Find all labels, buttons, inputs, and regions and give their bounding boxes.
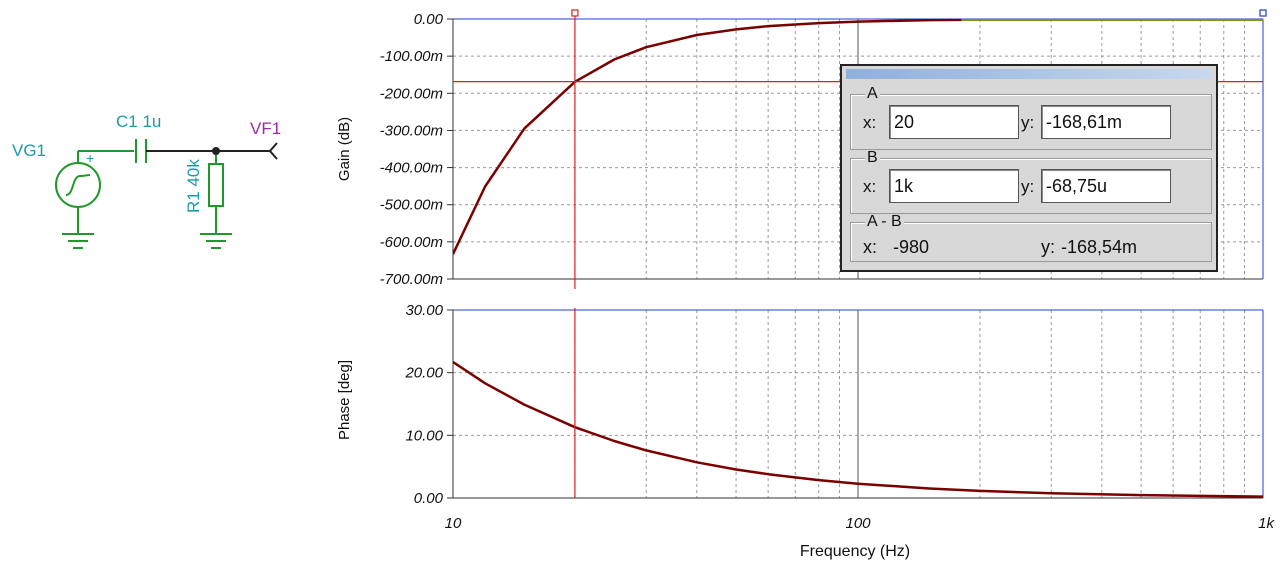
cursor-a-x-prefix: x: <box>863 113 877 132</box>
junction-node <box>212 147 220 155</box>
source-label: VG1 <box>12 141 46 160</box>
cursor-a-group: A x: 20 y: -168,61m <box>850 86 1212 150</box>
cursor-a-x-field[interactable]: 20 <box>889 105 1019 139</box>
phase-y-axis-label: Phase [deg] <box>336 360 353 440</box>
output-probe-symbol[interactable] <box>268 142 278 160</box>
cursor-b-title: B <box>865 149 880 166</box>
cursor-b-handle <box>1259 9 1267 17</box>
cursor-b-x-prefix: x: <box>863 177 877 196</box>
phase-y-ticks: 30.00 20.00 10.00 0.00 <box>404 302 453 507</box>
gain-y-tick-label: -600.00m <box>380 234 443 251</box>
plus-marker: + <box>86 150 94 166</box>
gain-y-tick-label: -700.00m <box>380 271 443 288</box>
gain-y-tick-label: -300.00m <box>380 122 443 139</box>
gain-y-tick-label: -400.00m <box>380 160 443 177</box>
phase-line <box>453 360 1263 498</box>
cursor-b-y-field[interactable]: -68,75u <box>1041 169 1171 203</box>
cursor-a-y-field[interactable]: -168,61m <box>1041 105 1171 139</box>
cursor-diff-title: A - B <box>865 213 904 230</box>
capacitor-label: C1 1u <box>116 112 161 131</box>
cursor-b-group: B x: 1k y: -68,75u <box>850 150 1212 214</box>
x-axis-ticks: 10 100 1k <box>445 515 1276 532</box>
cursor-b-x-field[interactable]: 1k <box>889 169 1019 203</box>
output-label: VF1 <box>250 119 281 138</box>
cursor-b-y-prefix: y: <box>1021 177 1035 196</box>
cursor-diff-x-value: -980 <box>893 237 930 257</box>
phase-grid <box>452 309 1264 499</box>
gain-y-tick-label: -500.00m <box>380 197 443 214</box>
x-tick-label: 100 <box>845 515 871 532</box>
cursor-diff-y-prefix: y: <box>1041 237 1056 257</box>
gain-y-tick-label: 0.00 <box>414 11 444 28</box>
resistor-label: R1 40k <box>184 159 203 213</box>
phase-y-tick-label: 30.00 <box>405 302 443 319</box>
gain-y-axis-label: Gain (dB) <box>336 117 353 181</box>
panel-title-bar[interactable] <box>846 69 1212 79</box>
cursor-diff-x-prefix: x: <box>863 237 878 257</box>
circuit-schematic: + VG1 C1 1u VF1 R1 40k <box>12 112 281 249</box>
gain-y-tick-label: -200.00m <box>380 85 443 102</box>
x-tick-label: 1k <box>1258 515 1275 532</box>
cursor-diff-group: A - B x: -980 y: -168,54m <box>850 214 1212 262</box>
cursor-readout-panel[interactable]: A x: 20 y: -168,61m B x: 1k y: -68,75u A… <box>840 64 1218 272</box>
cursor-a-handle <box>571 9 579 17</box>
phase-y-tick-label: 0.00 <box>414 490 444 507</box>
gain-y-ticks: 0.00 -100.00m -200.00m -300.00m -400.00m -500… <box>380 11 453 288</box>
cursor-a-y-prefix: y: <box>1021 113 1035 132</box>
gain-curve <box>453 19 1263 255</box>
phase-y-tick-label: 20.00 <box>404 365 443 382</box>
cursor-a-title: A <box>865 85 880 102</box>
x-axis-label: Frequency (Hz) <box>800 543 910 560</box>
phase-curve <box>453 360 1263 498</box>
x-tick-label: 10 <box>445 515 462 532</box>
gain-y-tick-label: -100.00m <box>380 48 443 65</box>
phase-y-tick-label: 10.00 <box>405 427 443 444</box>
cursor-diff-y-value: -168,54m <box>1061 237 1138 257</box>
